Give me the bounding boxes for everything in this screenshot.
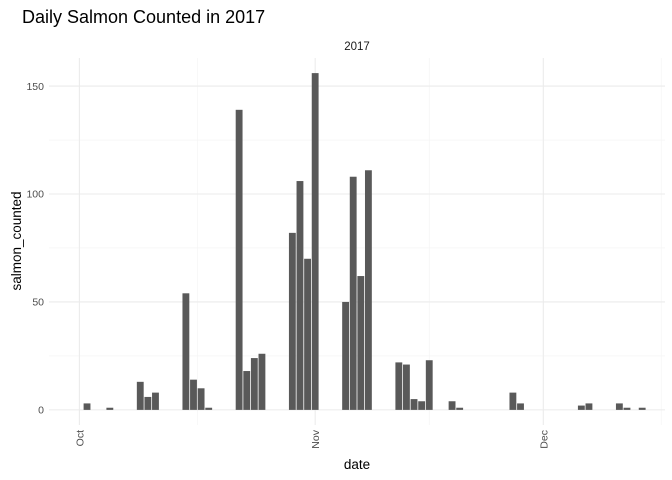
bar xyxy=(456,407,464,410)
bar xyxy=(136,381,144,410)
bar xyxy=(296,181,304,410)
x-tick-label: Dec xyxy=(538,430,550,449)
y-axis-title: salmon_counted xyxy=(9,191,24,290)
bar xyxy=(418,401,426,410)
bar xyxy=(258,353,266,410)
bar xyxy=(190,379,197,410)
bar xyxy=(205,407,213,410)
bar-series xyxy=(83,73,646,410)
bar xyxy=(106,407,114,410)
bar xyxy=(144,396,152,410)
bar xyxy=(349,176,357,410)
bar xyxy=(448,401,456,410)
bar xyxy=(585,403,593,410)
bar xyxy=(182,293,190,410)
bar xyxy=(243,371,251,410)
bar xyxy=(304,258,311,410)
x-axis-ticks: Oct Nov Dec xyxy=(74,429,550,448)
bar xyxy=(235,109,243,410)
bar xyxy=(357,276,365,410)
bar xyxy=(250,358,258,410)
x-axis-title: date xyxy=(344,457,370,472)
bar xyxy=(364,170,372,410)
bar xyxy=(197,388,205,410)
bar xyxy=(615,403,623,410)
y-tick-label: 0 xyxy=(38,405,44,417)
bar xyxy=(342,301,350,410)
bar xyxy=(638,407,646,410)
bar xyxy=(395,362,403,410)
x-tick-label: Oct xyxy=(74,430,86,446)
plot-gridlines xyxy=(49,58,665,425)
bar xyxy=(410,399,418,410)
bar xyxy=(517,403,524,410)
y-tick-label: 150 xyxy=(26,81,44,93)
chart-title: Daily Salmon Counted in 2017 xyxy=(22,7,265,27)
y-axis-ticks: 0 50 100 150 xyxy=(26,81,44,417)
bar xyxy=(577,405,585,410)
y-tick-label: 100 xyxy=(26,189,44,201)
facet-strip-label: 2017 xyxy=(344,41,370,53)
bar xyxy=(288,232,296,410)
bar xyxy=(83,403,91,410)
bar xyxy=(509,392,517,410)
y-tick-label: 50 xyxy=(32,297,44,309)
bar xyxy=(311,73,319,410)
bar xyxy=(623,407,631,410)
bar xyxy=(425,360,433,410)
x-tick-label: Nov xyxy=(310,429,322,448)
bar xyxy=(403,364,410,410)
bar xyxy=(152,392,159,410)
